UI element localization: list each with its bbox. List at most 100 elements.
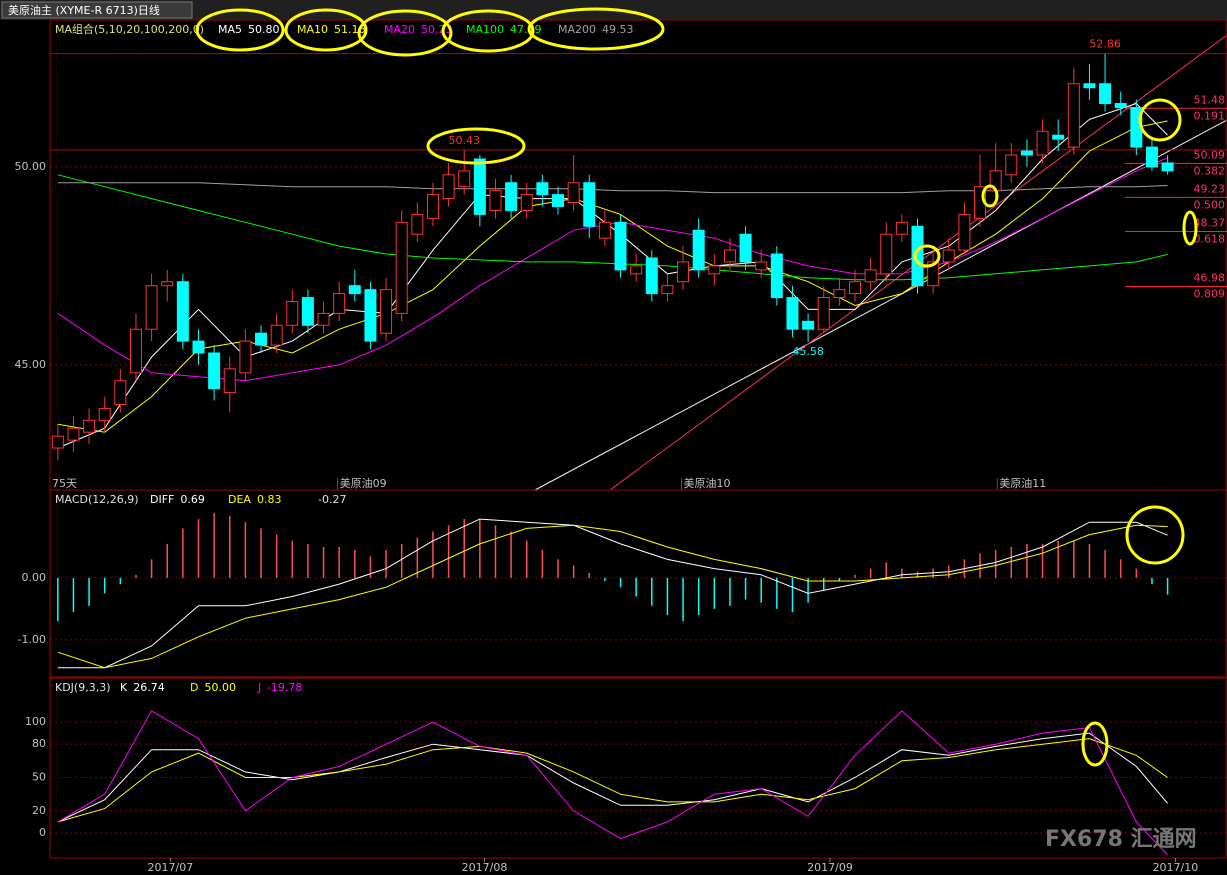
fib-value: 48.37	[1194, 216, 1226, 229]
highlight	[1182, 210, 1198, 246]
trend-line	[534, 119, 1227, 491]
price-annotation: 45.58	[792, 345, 824, 358]
candle-body	[505, 182, 518, 211]
panel-title: MACD(12,26,9)	[55, 493, 139, 506]
panel-title: KDJ(9,3,3)	[55, 681, 111, 694]
highlight	[284, 8, 368, 52]
legend-item: MA200 49.53	[558, 23, 634, 36]
highlight	[1125, 505, 1185, 565]
y-tick-label: 80	[32, 737, 46, 750]
candle-body	[520, 194, 533, 211]
highlight	[441, 9, 535, 53]
legend-value: 49.53	[602, 23, 634, 36]
legend-name: MA20	[384, 23, 415, 36]
candle-body	[286, 301, 299, 326]
indicator-line	[57, 710, 1168, 856]
fib-value: 51.48	[1194, 93, 1226, 106]
candle-body	[645, 257, 658, 295]
candle-body	[552, 194, 565, 207]
candle-body	[958, 213, 971, 251]
candle-body	[786, 297, 799, 330]
candle-body	[1099, 83, 1112, 105]
legend-item: MA5 50.80	[218, 23, 280, 36]
legend-item: K 26.74	[120, 681, 165, 694]
candle-body	[864, 269, 877, 283]
legend-name: DEA	[228, 493, 251, 506]
legend-name: MA10	[297, 23, 328, 36]
legend-value: 0.69	[180, 493, 205, 506]
legend-name: DIFF	[150, 493, 174, 506]
candle-body	[317, 312, 330, 326]
candle-body	[1114, 103, 1127, 109]
legend-value: 0.83	[257, 493, 282, 506]
candle-body	[723, 249, 736, 263]
candle-body	[129, 328, 142, 374]
candle-body	[567, 182, 580, 204]
candle-body	[1005, 154, 1018, 176]
y-tick-label: 45.00	[15, 358, 47, 371]
fib-ratio: 0.809	[1194, 287, 1226, 300]
candle-body	[848, 281, 861, 295]
price-annotation: 50.43	[448, 134, 480, 147]
candle-body	[1161, 162, 1174, 172]
candle-body	[770, 253, 783, 299]
candle-body	[692, 229, 705, 271]
candle-body	[239, 340, 252, 374]
candle-body	[333, 293, 346, 314]
y-tick-label: 100	[25, 715, 46, 728]
panel-frame	[49, 489, 1227, 678]
highlight	[357, 9, 453, 57]
candle-body	[1052, 134, 1065, 140]
legend-name: K	[120, 681, 128, 694]
candle-body	[895, 221, 908, 235]
candle-body	[942, 249, 955, 263]
candle-body	[817, 297, 830, 330]
candle-body	[255, 332, 268, 346]
candle-body	[1083, 83, 1096, 89]
candle-body	[833, 289, 846, 299]
window-title: 美原油主 (XYME-R 6713)日线	[8, 3, 160, 17]
fib-value: 50.09	[1194, 148, 1226, 161]
legend-value: 50.00	[204, 681, 236, 694]
indicator-line	[57, 738, 1168, 823]
highlight	[527, 7, 665, 51]
legend-name: J	[257, 681, 261, 694]
candle-body	[161, 281, 174, 287]
candle-body	[677, 261, 690, 283]
x-tick-label: 2017/09	[807, 861, 853, 874]
candle-body	[364, 289, 377, 342]
legend-name: D	[190, 681, 198, 694]
candle-body	[708, 265, 721, 275]
highlight	[195, 8, 285, 52]
y-tick-label: 50.00	[15, 160, 47, 173]
indicator-line	[57, 732, 1168, 823]
candle-body	[927, 261, 940, 287]
watermark: FX678 汇通网	[1045, 827, 1197, 852]
candle-body	[67, 427, 80, 441]
y-tick-label: 0	[39, 826, 46, 839]
candle-body	[614, 221, 627, 271]
legend-item: DIFF 0.69	[150, 493, 205, 506]
candle-body	[426, 194, 439, 219]
candle-body	[442, 174, 455, 200]
candle-body	[176, 281, 189, 342]
candle-body	[98, 407, 111, 421]
fib-ratio: 0.382	[1194, 164, 1226, 177]
price-annotation: 52.86	[1089, 38, 1121, 51]
highlight	[1138, 98, 1182, 142]
highlight	[426, 127, 526, 165]
panel-title: MA组合(5,10,20,100,200,0)	[55, 22, 204, 36]
candle-body	[380, 289, 393, 334]
candle-body	[51, 435, 64, 449]
y-tick-label: 0.00	[22, 571, 47, 584]
candle-body	[458, 170, 471, 188]
candle-body	[583, 182, 596, 227]
candle-body	[301, 297, 314, 326]
candle-body	[145, 285, 158, 330]
candle-body	[223, 368, 236, 394]
tab[interactable]	[1, 1, 193, 19]
candle-body	[270, 324, 283, 346]
